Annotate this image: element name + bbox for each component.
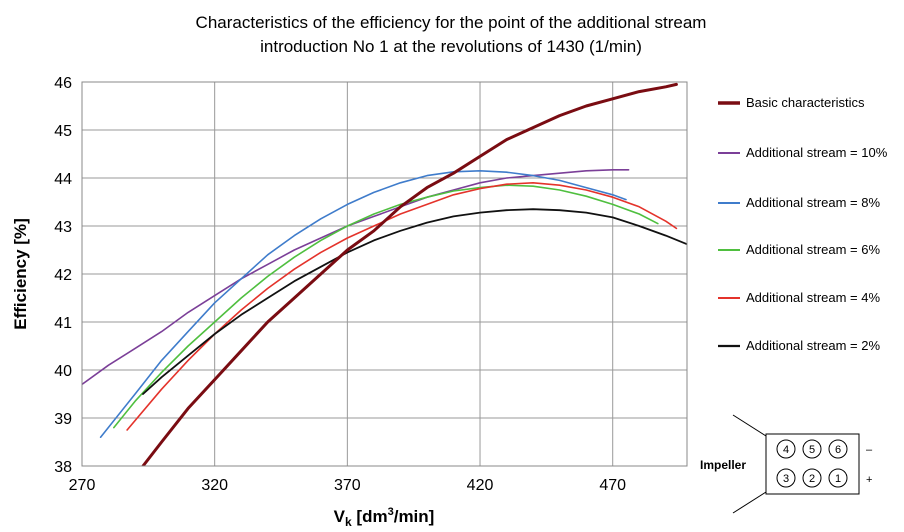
series-line-4 xyxy=(126,182,678,431)
legend-label-4: Additional stream = 4% xyxy=(746,290,880,305)
impeller-line-bottom xyxy=(732,491,767,514)
x-tick-label: 470 xyxy=(599,477,626,494)
x-tick-label: 270 xyxy=(69,477,96,494)
y-tick-label: 45 xyxy=(54,123,72,140)
x-axis-label-subscript: k xyxy=(345,515,352,529)
impeller-port-2 xyxy=(802,468,822,488)
legend-label-0: Basic characteristics xyxy=(746,95,865,110)
legend: Basic characteristics Additional stream =… xyxy=(718,95,888,353)
series-line-5 xyxy=(142,208,687,395)
y-tick-label: 40 xyxy=(54,363,72,380)
impeller-diagram: Impeller 4 5 6 3 2 1 – + xyxy=(700,414,873,514)
y-axis-label: Efficiency [%] xyxy=(11,218,30,329)
legend-label-3: Additional stream = 6% xyxy=(746,242,880,257)
impeller-port-4 xyxy=(776,439,796,459)
impeller-minus-sign: – xyxy=(866,444,873,456)
impeller-port-3-label: 3 xyxy=(783,473,789,485)
x-tick-label: 370 xyxy=(334,477,361,494)
chart-title-line-2: introduction No 1 at the revolutions of … xyxy=(260,37,642,56)
series-line-2 xyxy=(99,170,627,439)
impeller-port-6 xyxy=(828,439,848,459)
impeller-box xyxy=(765,433,860,495)
impeller-label: Impeller xyxy=(700,458,746,472)
legend-label-5: Additional stream = 2% xyxy=(746,338,880,353)
y-tick-label: 42 xyxy=(54,267,72,284)
impeller-plus-sign: + xyxy=(866,474,872,486)
series-lines xyxy=(82,82,687,466)
legend-label-2: Additional stream = 8% xyxy=(746,195,880,210)
legend-label-1: Additional stream = 10% xyxy=(746,145,888,160)
x-axis-label-main: V xyxy=(334,507,346,526)
y-tick-label: 46 xyxy=(54,75,72,92)
impeller-bottom-row: 3 2 1 xyxy=(776,468,848,488)
x-tick-label: 320 xyxy=(201,477,228,494)
series-line-0 xyxy=(141,82,678,466)
plot-frame xyxy=(81,81,688,467)
chart-title-line-1: Characteristics of the efficiency for th… xyxy=(196,13,707,32)
x-tick-labels: 270 320 370 420 470 xyxy=(69,477,626,494)
impeller-port-2-label: 2 xyxy=(809,473,815,485)
impeller-line-top xyxy=(732,414,767,437)
x-axis-label-unit-pre: [dm xyxy=(352,507,388,526)
y-tick-label: 39 xyxy=(54,411,72,428)
y-tick-label: 38 xyxy=(54,459,72,476)
y-tick-label: 41 xyxy=(54,315,72,332)
grid-lines xyxy=(81,81,687,467)
x-axis-label-unit-post: /min] xyxy=(394,507,435,526)
impeller-port-1 xyxy=(828,468,848,488)
impeller-port-5-label: 5 xyxy=(809,444,815,456)
impeller-port-4-label: 4 xyxy=(783,444,789,456)
series-line-3 xyxy=(113,184,659,429)
impeller-port-6-label: 6 xyxy=(835,444,841,456)
x-axis-label: Vk [dm3/min] xyxy=(334,506,435,529)
impeller-port-1-label: 1 xyxy=(835,473,841,485)
impeller-port-5 xyxy=(802,439,822,459)
y-tick-label: 43 xyxy=(54,219,72,236)
impeller-top-row: 4 5 6 xyxy=(776,439,848,459)
y-tick-label: 44 xyxy=(54,171,72,188)
series-line-1 xyxy=(82,169,630,386)
impeller-port-3 xyxy=(776,468,796,488)
x-axis-label-superscript: 3 xyxy=(388,506,394,518)
y-tick-labels: 38 39 40 41 42 43 44 45 46 xyxy=(54,75,72,476)
x-tick-label: 420 xyxy=(467,477,494,494)
